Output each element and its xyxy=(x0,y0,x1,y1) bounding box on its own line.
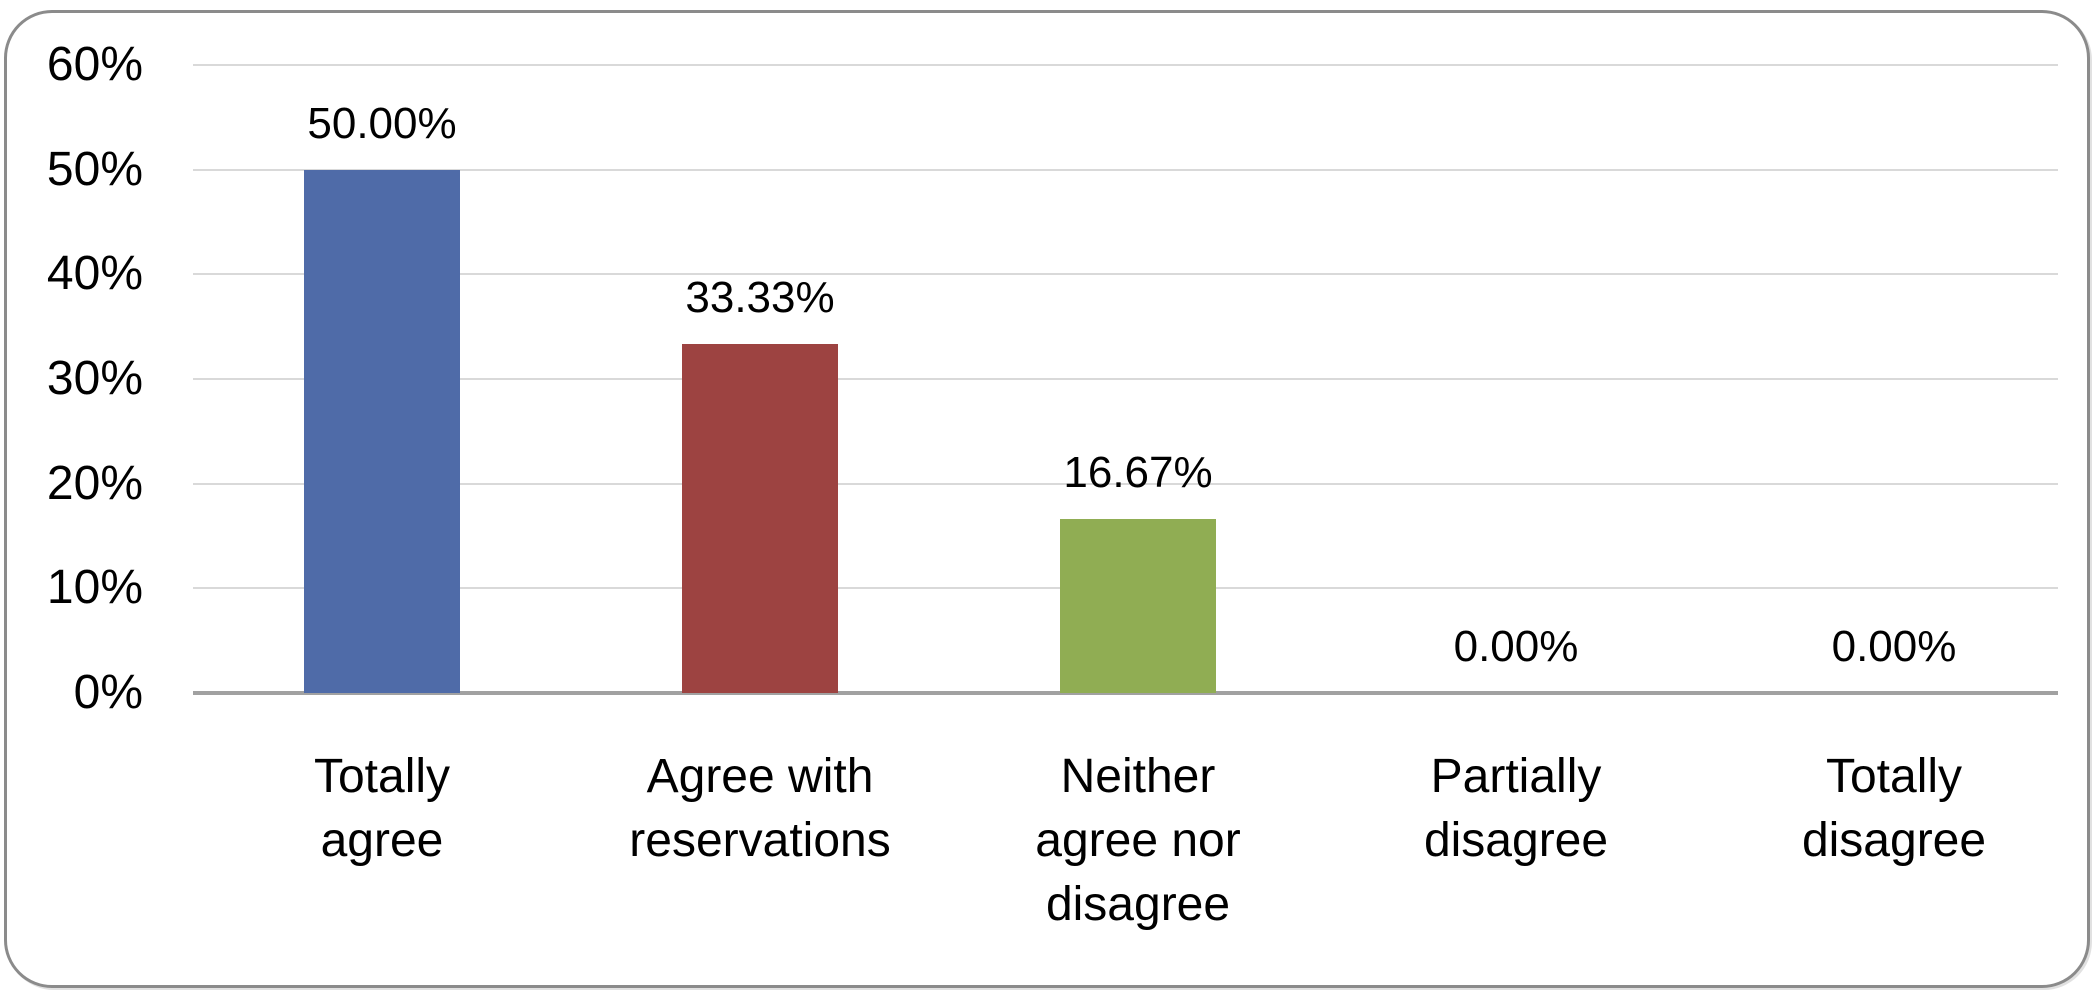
data-label-totally-disagree: 0.00% xyxy=(1831,622,1957,671)
category-label-totally-agree: Totally agree xyxy=(192,745,572,873)
gridline-30pct xyxy=(193,378,2058,380)
y-axis-tick-label-20pct: 20% xyxy=(46,456,143,510)
category-label-partially-disagree: Partially disagree xyxy=(1326,745,1706,873)
chart-frame: 60% 50% 40% 30% 20% 10% 0% 50.00% Totally agree 33… xyxy=(4,10,2090,988)
y-axis-tick-label-10pct: 10% xyxy=(46,561,143,615)
data-label-agree-with-reservations: 33.33% xyxy=(685,273,835,323)
category-label-line: disagree xyxy=(1801,814,1987,867)
category-label-line: reservations xyxy=(629,814,891,867)
category-label-line: disagree xyxy=(1045,878,1231,931)
category-label-agree-with-reservations: Agree with reservations xyxy=(570,745,950,873)
x-axis-line xyxy=(193,691,2058,695)
category-label-line: agree nor xyxy=(1035,814,1241,867)
bar-agree-with-reservations xyxy=(682,344,838,693)
category-label-line: Totally xyxy=(313,750,451,803)
data-label-totally-agree: 50.00% xyxy=(307,98,457,148)
y-axis-tick-label-40pct: 40% xyxy=(46,247,143,301)
category-label-line: Agree with xyxy=(646,750,874,803)
category-label-line: Totally xyxy=(1825,750,1963,803)
category-label-line: agree xyxy=(320,814,444,867)
category-label-line: Neither xyxy=(1060,750,1216,803)
category-label-totally-disagree: Totally disagree xyxy=(1704,745,2084,873)
gridline-60pct xyxy=(193,64,2058,66)
gridline-20pct xyxy=(193,482,2058,485)
gridline-40pct xyxy=(193,273,2058,276)
y-axis-tick-label-50pct: 50% xyxy=(46,142,143,196)
y-axis-tick-label-30pct: 30% xyxy=(46,352,143,405)
y-axis-tick-label-0pct: 0% xyxy=(73,666,143,719)
category-label-line: disagree xyxy=(1423,814,1609,867)
category-label-line: Partially xyxy=(1430,750,1602,803)
data-label-partially-disagree: 0.00% xyxy=(1453,622,1579,671)
data-label-neither-agree-nor-disagree: 16.67% xyxy=(1063,447,1213,497)
category-label-neither-agree-nor-disagree: Neither agree nor disagree xyxy=(948,745,1328,937)
bar-neither-agree-nor-disagree xyxy=(1060,518,1216,693)
gridline-50pct xyxy=(193,168,2058,171)
bar-totally-agree xyxy=(304,169,460,693)
y-axis-tick-label-60pct: 60% xyxy=(46,38,143,91)
